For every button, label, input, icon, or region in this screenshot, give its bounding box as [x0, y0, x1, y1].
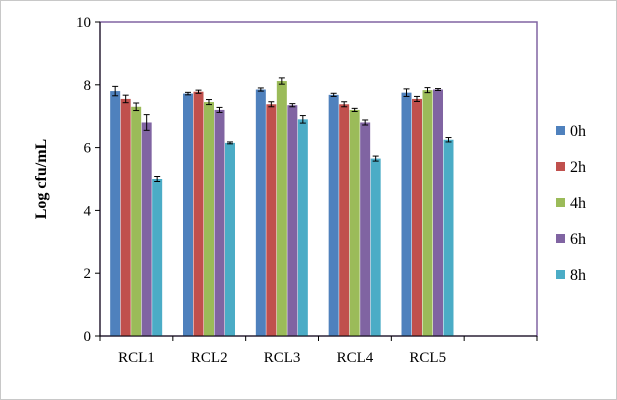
legend-swatch [556, 198, 565, 207]
x-tick-label: RCL5 [409, 350, 446, 366]
error-bar-6h-RCL2 [216, 106, 223, 113]
bar-2h-RCL2 [193, 91, 204, 336]
bar-2h-RCL1 [120, 98, 131, 337]
legend-swatch [556, 234, 565, 243]
bar-4h-RCL5 [422, 90, 433, 336]
bar-2h-RCL4 [339, 104, 350, 336]
x-tick-label: RCL3 [264, 350, 301, 366]
bar-8h-RCL1 [152, 179, 163, 336]
error-bar-2h-RCL1 [122, 94, 129, 104]
bar-4h-RCL2 [204, 102, 214, 336]
bar-0h-RCL5 [401, 92, 412, 337]
bar-0h-RCL3 [255, 89, 266, 336]
x-tick-label: RCL1 [118, 350, 155, 366]
plot-area [99, 21, 538, 337]
x-tick-label: RCL4 [337, 350, 374, 366]
error-bar-6h-RCL1 [143, 114, 150, 131]
bar-8h-RCL4 [370, 158, 381, 336]
bar-0h-RCL2 [183, 93, 193, 336]
bar-0h-RCL1 [110, 91, 121, 336]
error-bar-0h-RCL3 [257, 87, 264, 92]
bar-8h-RCL2 [225, 142, 235, 336]
y-tick-label: 8 [84, 78, 92, 94]
bar-4h-RCL1 [131, 106, 142, 336]
error-bar-8h-RCL3 [299, 115, 306, 124]
error-bar-8h-RCL2 [227, 141, 233, 145]
error-bar-0h-RCL4 [330, 92, 337, 97]
y-tick-label: 0 [84, 329, 92, 345]
bar-8h-RCL3 [297, 119, 308, 336]
legend-swatch [556, 270, 565, 279]
y-axis-label: Log cfu/mL [33, 139, 50, 219]
error-bar-4h-RCL2 [206, 99, 212, 106]
y-tick-label: 2 [84, 266, 92, 282]
y-tick-label: 10 [76, 15, 91, 31]
bar-2h-RCL3 [266, 104, 277, 336]
bar-4h-RCL4 [349, 109, 360, 336]
bar-6h-RCL5 [433, 89, 443, 336]
error-bar-0h-RCL5 [403, 88, 410, 97]
legend: 0h 2h 4h 6h 8h [556, 123, 586, 284]
error-bar-6h-RCL5 [435, 88, 441, 91]
error-bar-4h-RCL4 [351, 107, 358, 112]
error-bar-6h-RCL3 [289, 103, 296, 108]
legend-swatch [556, 126, 565, 135]
error-bar-8h-RCL4 [372, 155, 379, 162]
legend-item: 0h [556, 123, 586, 140]
legend-label: 4h [570, 195, 586, 212]
bar-2h-RCL5 [412, 98, 422, 337]
x-tick-label: RCL2 [191, 350, 228, 366]
legend-swatch [556, 162, 565, 171]
bars-group [110, 77, 454, 337]
legend-item: 2h [556, 159, 586, 176]
legend-item: 6h [556, 231, 586, 248]
bar-0h-RCL4 [328, 94, 339, 337]
legend-item: 8h [556, 267, 586, 284]
bar-6h-RCL3 [287, 105, 298, 337]
error-bar-4h-RCL5 [424, 87, 431, 94]
bar-6h-RCL4 [360, 122, 371, 336]
error-bar-0h-RCL2 [185, 91, 191, 96]
error-bar-4h-RCL1 [133, 102, 140, 112]
legend-label: 2h [570, 159, 586, 176]
y-tick-label: 4 [84, 203, 92, 219]
error-bar-6h-RCL4 [362, 119, 369, 126]
error-bar-2h-RCL2 [195, 89, 202, 94]
y-tick-label: 6 [84, 141, 92, 157]
x-ticks: RCL1 RCL2 RCL3 RCL4 RCL5 [99, 336, 538, 366]
error-bar-8h-RCL5 [445, 137, 452, 143]
error-bar-2h-RCL4 [341, 101, 348, 108]
error-bar-4h-RCL3 [278, 77, 285, 85]
y-ticks: 0 2 4 6 8 10 [76, 15, 100, 345]
bar-4h-RCL3 [276, 81, 287, 336]
error-bar-2h-RCL5 [414, 95, 420, 102]
error-bar-0h-RCL1 [112, 85, 119, 97]
error-bar-2h-RCL3 [268, 101, 275, 108]
legend-label: 6h [570, 231, 586, 248]
legend-label: 0h [570, 123, 586, 140]
legend-label: 8h [570, 267, 586, 284]
legend-item: 4h [556, 195, 586, 212]
bar-6h-RCL1 [141, 122, 152, 336]
error-bar-8h-RCL1 [154, 175, 161, 183]
bar-6h-RCL2 [214, 109, 225, 336]
bar-8h-RCL5 [443, 139, 454, 336]
